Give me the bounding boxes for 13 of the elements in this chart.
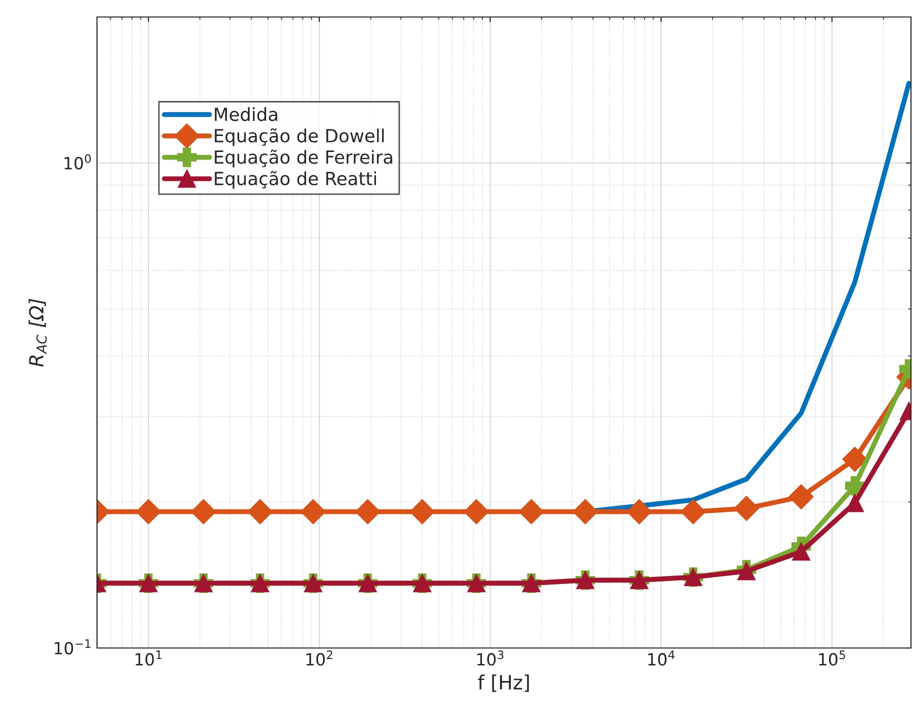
x-tick-label: 10$^{5}$ (819, 650, 846, 666)
x-tick-label: 10$^{3}$ (477, 650, 504, 666)
y-tick-label: 10$^{−1}$ (54, 639, 90, 654)
x-axis-title: f [Hz] (478, 674, 529, 692)
legend-label: Equação de Ferreira (214, 150, 392, 168)
legend-label: Equação de Dowell (214, 128, 384, 146)
x-tick-label: 10$^{2}$ (306, 650, 332, 666)
legend-label: Medida (214, 107, 278, 122)
legend-label: Equação de Reatti (214, 171, 376, 189)
y-tick-label: 10$^{0}$ (64, 154, 91, 170)
x-tick-label: 10$^{4}$ (648, 650, 675, 666)
x-tick-label: 10$^{1}$ (136, 650, 162, 666)
y-axis-title: R$_{AC}$ [Ω] (28, 298, 47, 367)
